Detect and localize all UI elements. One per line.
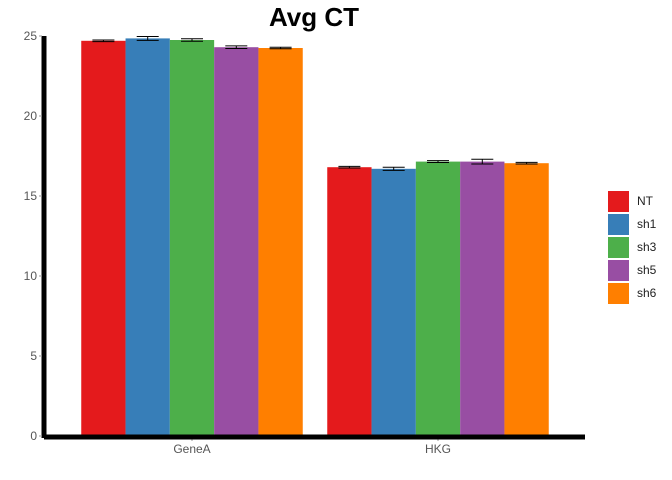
legend-item-nt: NT bbox=[608, 191, 654, 212]
legend-item-sh3: sh3 bbox=[608, 237, 657, 258]
error-bars-layer bbox=[92, 35, 538, 171]
error-bar-hkg-sh1 bbox=[382, 166, 405, 171]
legend-label: sh3 bbox=[637, 240, 657, 254]
legend-swatch bbox=[608, 283, 629, 304]
y-tick-label: 25 bbox=[24, 29, 38, 43]
error-bar-genea-sh3 bbox=[181, 38, 203, 42]
y-axis: 0 5 10 15 20 25 bbox=[24, 29, 47, 443]
y-tick-label: 5 bbox=[30, 349, 37, 363]
y-tick-label: 20 bbox=[24, 109, 38, 123]
bar-hkg-sh5 bbox=[460, 161, 505, 436]
bar-hkg-nt bbox=[327, 167, 372, 436]
bar-genea-sh1 bbox=[125, 38, 170, 437]
error-bar-genea-nt bbox=[92, 39, 115, 43]
error-bar-genea-sh6 bbox=[269, 46, 292, 50]
error-bar-genea-sh1 bbox=[136, 35, 159, 41]
legend-label: sh1 bbox=[637, 217, 657, 231]
legend-swatch bbox=[608, 191, 629, 212]
x-tick-label: HKG bbox=[425, 442, 451, 456]
bars-layer bbox=[81, 38, 549, 437]
bar-genea-sh6 bbox=[258, 48, 303, 436]
y-tick-label: 15 bbox=[24, 189, 38, 203]
legend-label: NT bbox=[637, 194, 654, 208]
legend-label: sh5 bbox=[637, 263, 657, 277]
error-bar-hkg-sh5 bbox=[471, 158, 494, 165]
legend-swatch bbox=[608, 237, 629, 258]
bar-hkg-sh1 bbox=[371, 168, 416, 437]
bar-genea-nt bbox=[81, 40, 126, 437]
bar-hkg-sh6 bbox=[504, 163, 549, 436]
legend-swatch bbox=[608, 260, 629, 281]
x-tick-label: GeneA bbox=[173, 442, 210, 456]
error-bar-hkg-sh6 bbox=[515, 161, 538, 165]
y-tick-label: 0 bbox=[30, 429, 37, 443]
legend: NT sh1 sh3 sh5 sh6 bbox=[608, 191, 657, 304]
chart-title: Avg CT bbox=[269, 2, 359, 32]
legend-swatch bbox=[608, 214, 629, 235]
error-bar-hkg-nt bbox=[338, 165, 361, 169]
legend-item-sh1: sh1 bbox=[608, 214, 657, 235]
x-axis: GeneA HKG bbox=[44, 434, 585, 456]
legend-label: sh6 bbox=[637, 286, 657, 300]
y-tick-label: 10 bbox=[24, 269, 38, 283]
bar-hkg-sh3 bbox=[415, 161, 461, 436]
legend-item-sh6: sh6 bbox=[608, 283, 657, 304]
bar-genea-sh5 bbox=[214, 47, 259, 436]
error-bar-genea-sh5 bbox=[225, 45, 248, 49]
error-bar-hkg-sh3 bbox=[427, 160, 449, 164]
bar-genea-sh3 bbox=[169, 40, 215, 436]
legend-item-sh5: sh5 bbox=[608, 260, 657, 281]
